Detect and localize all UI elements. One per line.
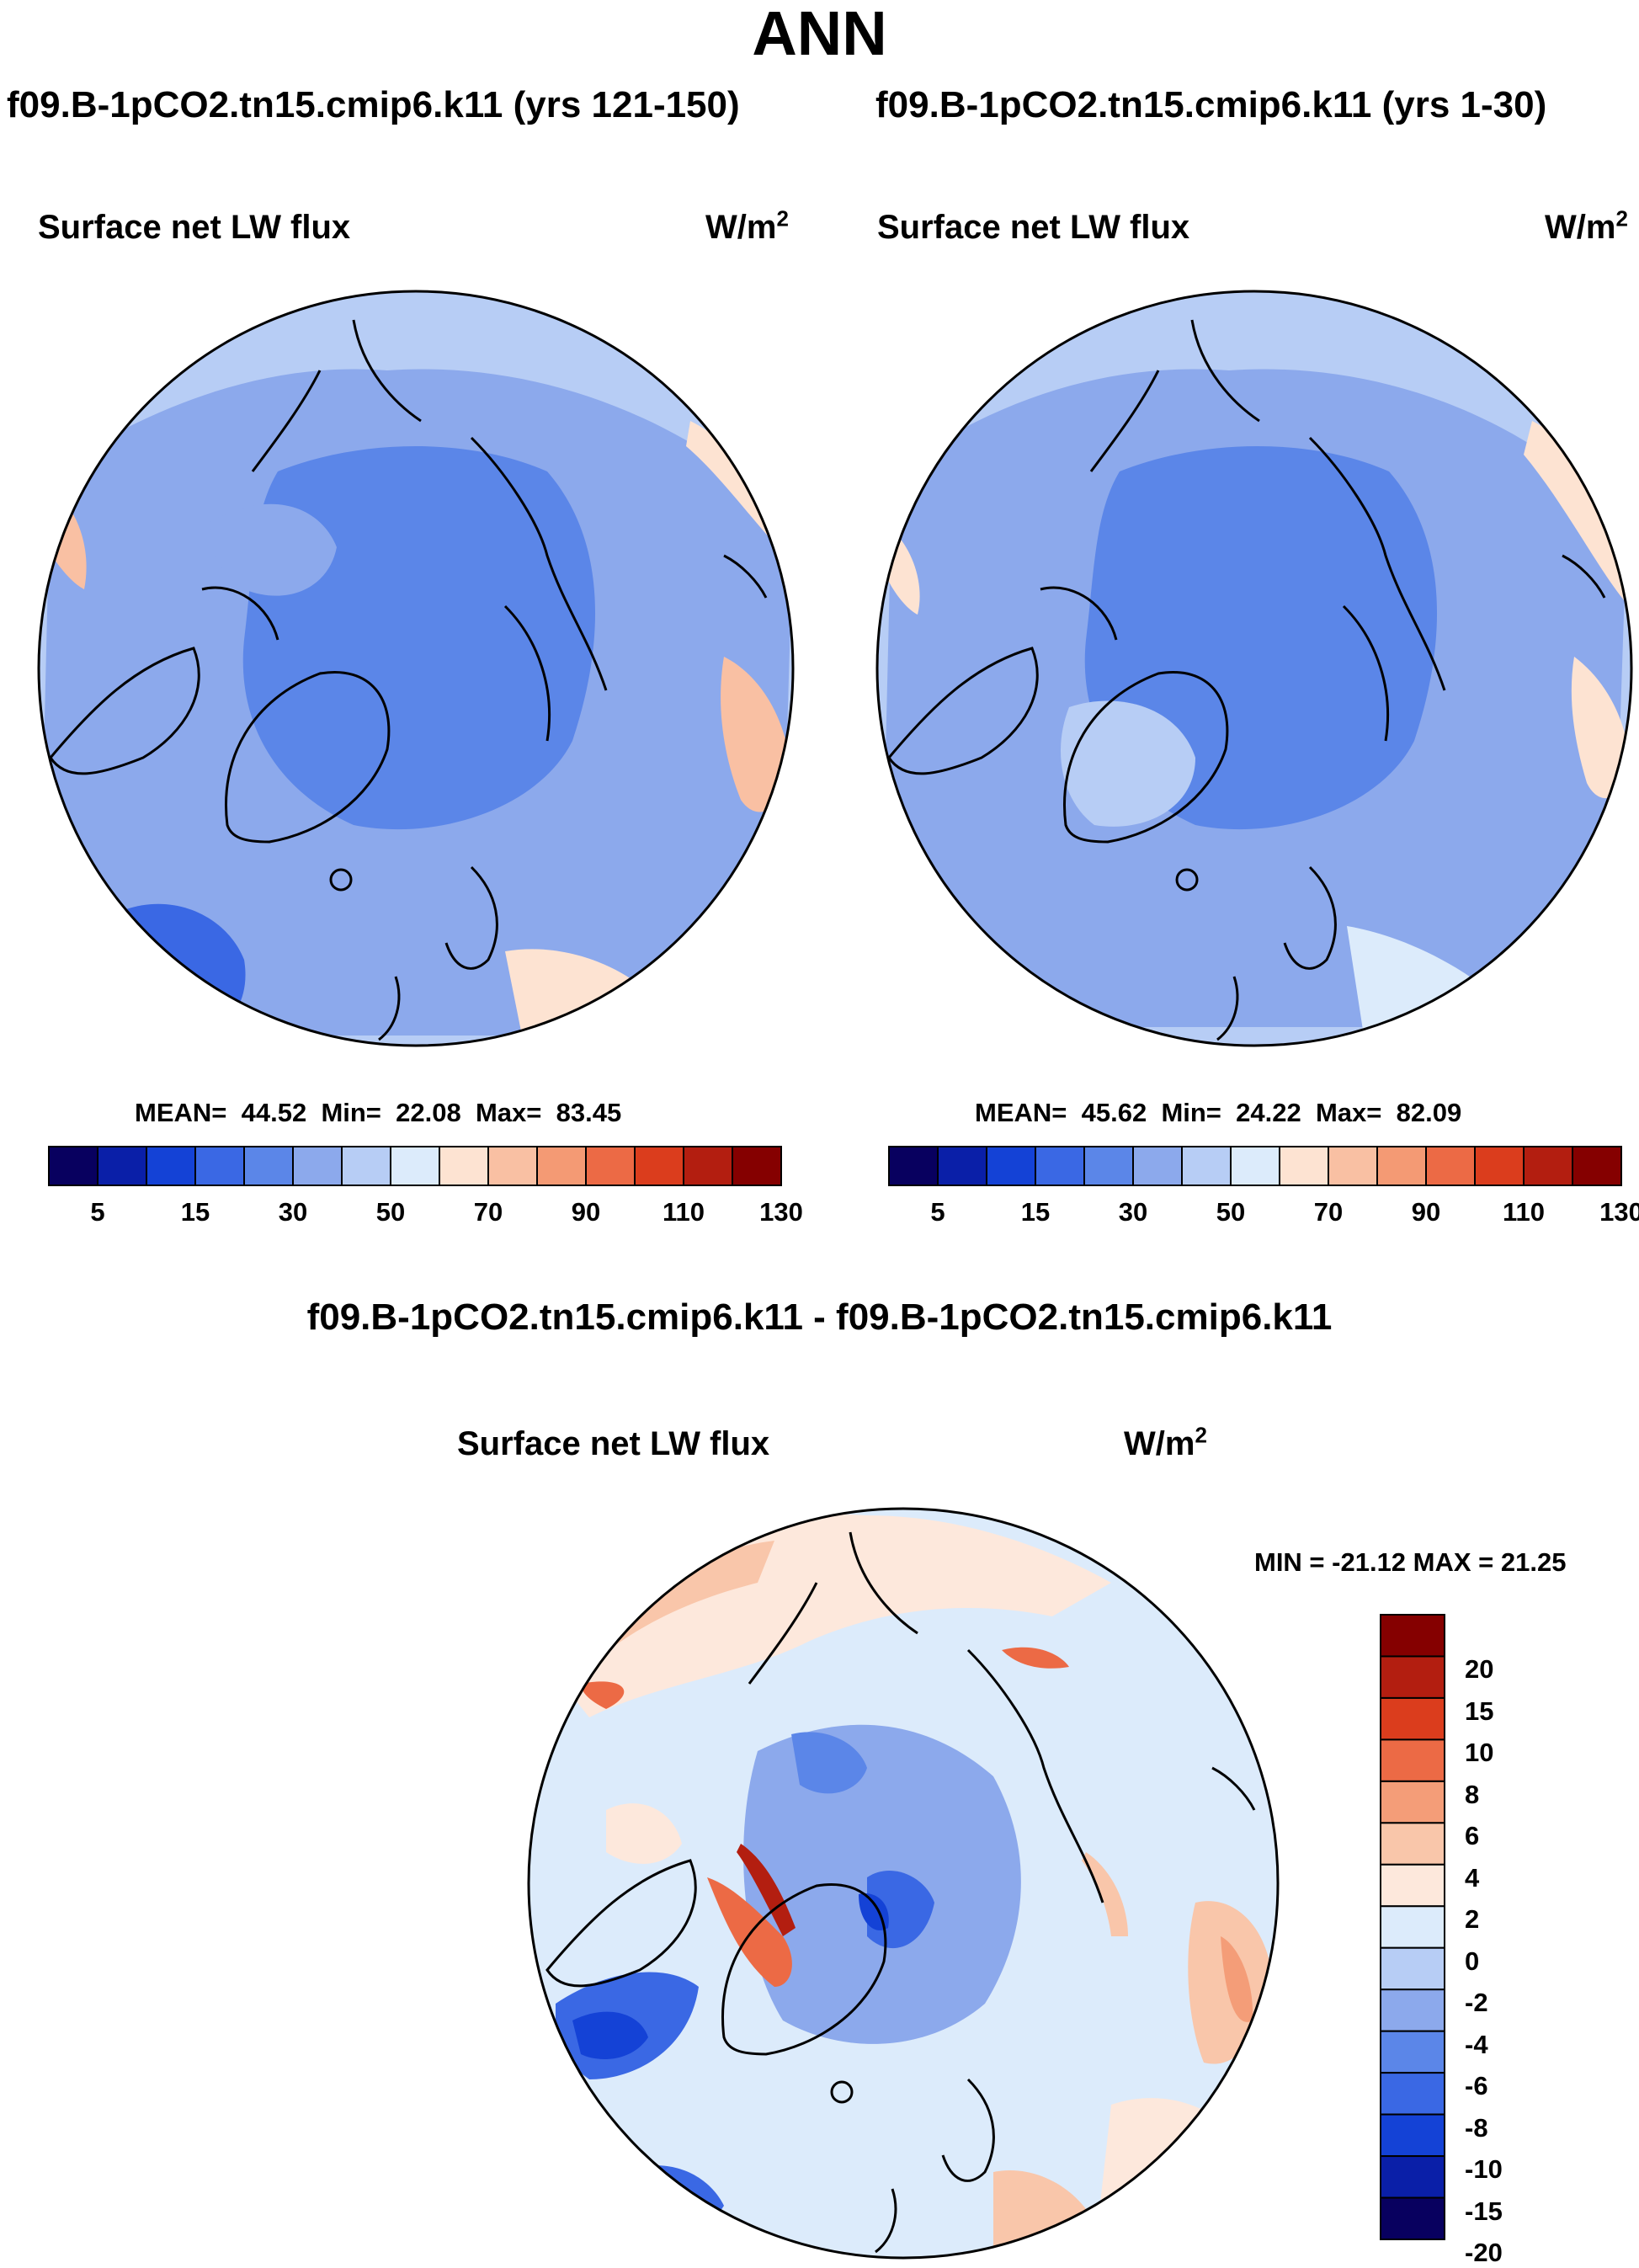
colorbar-diff: [1380, 1614, 1445, 2241]
colorbar-tick-label: 130: [1599, 1197, 1639, 1227]
colorbar-tick-label: 30: [1118, 1197, 1148, 1227]
colorbar-tick-label: 4: [1465, 1862, 1480, 1893]
colorbar-cell: [1279, 1146, 1329, 1186]
colorbar-cell: [1380, 1863, 1445, 1908]
diff-minmax: MIN = -21.12 MAX = 21.25: [1254, 1547, 1567, 1577]
colorbar-cell: [194, 1146, 245, 1186]
colorbar-tick-label: 15: [180, 1197, 210, 1227]
colorbar-cell: [1380, 1696, 1445, 1741]
colorbar-right: [888, 1146, 1622, 1186]
colorbar-cell: [487, 1146, 538, 1186]
colorbar-tick-label: 70: [1313, 1197, 1344, 1227]
colorbar-cell: [1380, 1988, 1445, 2032]
map-diff: [527, 1507, 1280, 2260]
figure-title: ANN: [752, 0, 887, 68]
colorbar-cell: [390, 1146, 440, 1186]
colorbar-cell: [1572, 1146, 1622, 1186]
colorbar-cell: [1380, 2155, 1445, 2199]
stats-right: MEAN= 45.62 Min= 24.22 Max= 82.09: [975, 1098, 1462, 1127]
colorbar-tick-label: -8: [1465, 2112, 1488, 2143]
colorbar-tick-label: -15: [1465, 2196, 1503, 2226]
colorbar-cell: [1132, 1146, 1183, 1186]
colorbar-tick-label: 130: [759, 1197, 803, 1227]
colorbar-cell: [1474, 1146, 1525, 1186]
units-right: W/m2: [1545, 205, 1628, 246]
colorbar-cell: [986, 1146, 1036, 1186]
colorbar-tick-label: 90: [571, 1197, 601, 1227]
colorbar-cell: [1380, 1780, 1445, 1824]
colorbar-cell: [1380, 1655, 1445, 1699]
colorbar-cell: [1328, 1146, 1378, 1186]
colorbar-cell: [1376, 1146, 1427, 1186]
colorbar-cell: [1181, 1146, 1232, 1186]
units-left: W/m2: [705, 205, 789, 246]
colorbar-cell: [888, 1146, 939, 1186]
colorbar-cell: [1380, 2113, 1445, 2158]
colorbar-tick-label: 50: [375, 1197, 406, 1227]
colorbar-tick-label: 110: [1502, 1197, 1545, 1227]
colorbar-cell: [1380, 1822, 1445, 1866]
colorbar-tick-label: 10: [1465, 1738, 1494, 1768]
colorbar-tick-label: 5: [90, 1197, 105, 1227]
colorbar-cell: [1380, 1738, 1445, 1782]
colorbar-cell: [1425, 1146, 1476, 1186]
colorbar-tick-label: 6: [1465, 1821, 1480, 1851]
diff-case-title: f09.B-1pCO2.tn15.cmip6.k11 - f09.B-1pCO2…: [306, 1296, 1333, 1338]
colorbar-tick-label: 50: [1216, 1197, 1246, 1227]
colorbar-tick-label: 0: [1465, 1946, 1480, 1976]
colorbar-cell: [1380, 1614, 1445, 1658]
colorbar-tick-label: -20: [1465, 2238, 1503, 2267]
map-left: [37, 290, 795, 1047]
colorbar-cell: [97, 1146, 147, 1186]
colorbar-cell: [1380, 2196, 1445, 2241]
variable-title-left: Surface net LW flux: [38, 209, 351, 246]
colorbar-cell: [1380, 1946, 1445, 1991]
case-title-right: f09.B-1pCO2.tn15.cmip6.k11 (yrs 1-30): [875, 84, 1547, 125]
colorbar-cell: [634, 1146, 684, 1186]
colorbar-cell: [1230, 1146, 1280, 1186]
colorbar-left: [48, 1146, 782, 1186]
units-diff: W/m2: [1124, 1422, 1207, 1462]
colorbar-tick-label: 8: [1465, 1779, 1480, 1809]
colorbar-tick-label: -10: [1465, 2154, 1503, 2185]
colorbar-cell: [146, 1146, 196, 1186]
colorbar-cell: [1380, 2072, 1445, 2116]
colorbar-cell: [536, 1146, 587, 1186]
colorbar-cell: [1523, 1146, 1573, 1186]
colorbar-cell: [292, 1146, 343, 1186]
colorbar-tick-label: 15: [1020, 1197, 1051, 1227]
colorbar-tick-label: 70: [473, 1197, 503, 1227]
colorbar-cell: [683, 1146, 733, 1186]
colorbar-cell: [341, 1146, 391, 1186]
stats-left: MEAN= 44.52 Min= 22.08 Max= 83.45: [135, 1098, 622, 1127]
colorbar-tick-label: 15: [1465, 1696, 1494, 1726]
colorbar-tick-label: -4: [1465, 2029, 1488, 2059]
colorbar-cell: [48, 1146, 98, 1186]
colorbar-tick-label: 5: [930, 1197, 945, 1227]
map-right: [875, 290, 1633, 1047]
colorbar-tick-label: 2: [1465, 1904, 1480, 1935]
variable-title-right: Surface net LW flux: [877, 209, 1190, 246]
colorbar-cell: [585, 1146, 636, 1186]
colorbar-tick-label: 30: [278, 1197, 308, 1227]
colorbar-tick-label: 90: [1411, 1197, 1441, 1227]
colorbar-cell: [1035, 1146, 1085, 1186]
colorbar-tick-label: -2: [1465, 1988, 1488, 2018]
colorbar-cell: [1380, 2030, 1445, 2074]
colorbar-cell: [1380, 1905, 1445, 1949]
colorbar-tick-label: -6: [1465, 2071, 1488, 2101]
colorbar-cell: [1083, 1146, 1134, 1186]
colorbar-cell: [439, 1146, 489, 1186]
case-title-left: f09.B-1pCO2.tn15.cmip6.k11 (yrs 121-150): [7, 84, 740, 125]
variable-title-diff: Surface net LW flux: [457, 1425, 770, 1462]
colorbar-tick-label: 110: [662, 1197, 705, 1227]
colorbar-cell: [937, 1146, 987, 1186]
colorbar-cell: [732, 1146, 782, 1186]
colorbar-tick-label: 20: [1465, 1654, 1494, 1685]
colorbar-cell: [243, 1146, 294, 1186]
